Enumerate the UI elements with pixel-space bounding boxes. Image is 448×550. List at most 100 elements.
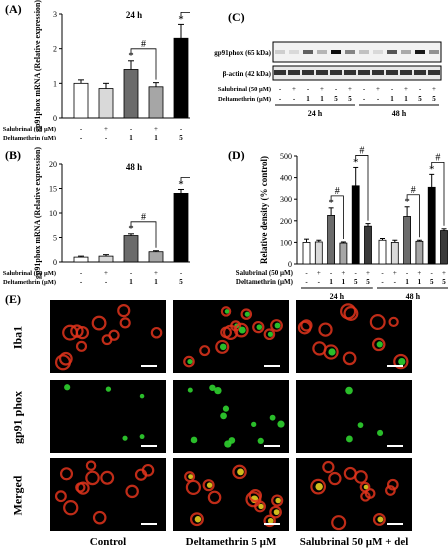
micrograph-cells — [184, 464, 284, 528]
group-label: 24 h — [330, 292, 345, 301]
deltamethrin-value: 1 — [129, 278, 133, 286]
chart-d-density: Relative density (% control) 0 100 200 300 40… — [236, 145, 448, 301]
iba1-cell — [141, 463, 155, 477]
scale-bar — [141, 523, 157, 525]
y-tick-label: 3 — [53, 10, 57, 19]
iba1-cell — [386, 478, 399, 491]
gp91-signal — [187, 358, 193, 365]
deltamethrin-value: 1 — [329, 278, 333, 286]
iba1-cell — [343, 306, 359, 321]
iba1-cell — [199, 345, 211, 357]
deltamethrin-value: 1 — [129, 134, 133, 140]
bar — [378, 239, 387, 265]
group-label: 48 h — [406, 292, 421, 301]
iba1-cell — [312, 341, 327, 356]
chart-b-mrna-48h: 48 h gp91phox mRNA (Relative expression) 0… — [3, 147, 190, 286]
iba1-cell — [270, 319, 283, 332]
panel-label-e: (E) — [5, 292, 21, 306]
salubrinal-value: - — [363, 85, 366, 93]
gp91-signal — [345, 386, 353, 395]
iba1-cell — [54, 354, 72, 371]
deltamethrin-label: Deltamethrin (µM) — [236, 278, 294, 286]
significance-hash: # — [411, 185, 416, 196]
iba1-cell — [248, 488, 262, 503]
salubrinal-label: Salubrinal (50 µM) — [3, 126, 56, 133]
micrograph-image — [50, 300, 166, 373]
iba1-cell — [369, 314, 386, 330]
gp91-band — [359, 50, 369, 54]
actin-band — [372, 70, 384, 75]
iba1-cell — [263, 514, 276, 528]
bar — [302, 242, 311, 265]
salubrinal-value: + — [341, 269, 345, 277]
gp91-signal — [219, 343, 227, 351]
salubrinal-value: + — [366, 269, 370, 277]
bar — [98, 255, 114, 263]
micrograph-cells — [54, 460, 155, 525]
gp91-signal — [275, 497, 281, 504]
deltamethrin-value: 1 — [320, 95, 324, 103]
deltamethrin-value: 1 — [418, 278, 422, 286]
micrograph-cells — [345, 386, 384, 443]
salubrinal-value: - — [381, 269, 384, 277]
bar — [173, 193, 189, 263]
micrograph-cells — [187, 384, 285, 448]
micrograph-image — [173, 458, 289, 531]
gp91-band — [401, 50, 411, 54]
gp91-signal — [267, 518, 274, 524]
iba1-cell — [310, 478, 327, 495]
gp91-band — [387, 50, 397, 54]
western-blot-panel: gp91phox (65 kDa) β-actin (42 kDa) Salubri… — [214, 41, 442, 118]
scale-bar — [264, 365, 280, 367]
panel-label-d: (D) — [228, 148, 245, 162]
iba1-cell — [297, 320, 312, 335]
deltamethrin-value: - — [105, 278, 108, 286]
y-tick-label: 0 — [53, 114, 57, 123]
gp91-signal — [398, 357, 406, 366]
deltamethrin-value: - — [80, 278, 83, 286]
gp91-signal — [256, 324, 263, 330]
blot-band-label: β-actin (42 kDa) — [223, 70, 272, 78]
iba1-cell — [354, 470, 368, 484]
gp91-signal — [139, 393, 145, 399]
gp91-signal — [315, 482, 323, 491]
salubrinal-value: + — [292, 85, 296, 93]
salubrinal-value: - — [279, 85, 282, 93]
panel-label-c: (C) — [228, 10, 245, 24]
salubrinal-value: + — [154, 269, 158, 277]
significance-hash: # — [141, 39, 146, 50]
bar — [403, 216, 412, 265]
deltamethrin-value: - — [305, 278, 308, 286]
iba1-cell — [364, 488, 376, 499]
salubrinal-label: Salubrinal (50 µM) — [3, 270, 56, 277]
iba1-cell — [331, 515, 347, 531]
salubrinal-value: + — [376, 85, 380, 93]
gp91-signal — [238, 326, 246, 334]
salubrinal-value: - — [307, 85, 310, 93]
iba1-cell — [117, 303, 131, 318]
gp91-band — [373, 50, 383, 54]
gp91-signal — [363, 484, 369, 490]
salubrinal-value: + — [393, 269, 397, 277]
y-tick-label: 500 — [280, 152, 292, 161]
iba1-cell — [388, 316, 399, 328]
bar — [98, 88, 114, 119]
bar — [123, 235, 139, 263]
gp91-signal — [328, 348, 336, 356]
deltamethrin-value: 1 — [390, 95, 394, 103]
iba1-cell — [232, 464, 247, 480]
deltamethrin-value: 5 — [354, 278, 358, 286]
deltamethrin-label: Deltamethrin (µM) — [3, 135, 56, 140]
actin-band — [414, 70, 426, 75]
y-tick-label: 100 — [280, 238, 292, 247]
gp91-signal — [224, 440, 232, 448]
deltamethrin-value: 5 — [348, 95, 352, 103]
gp91-signal — [267, 331, 274, 337]
gp91-signal — [209, 384, 216, 391]
gp91-band — [429, 50, 439, 54]
bar — [364, 225, 372, 265]
deltamethrin-label: Deltamethrin (µM) — [218, 96, 271, 103]
gp91-signal — [194, 515, 202, 523]
iba1-cell — [220, 326, 232, 339]
deltamethrin-value: 5 — [442, 278, 446, 286]
